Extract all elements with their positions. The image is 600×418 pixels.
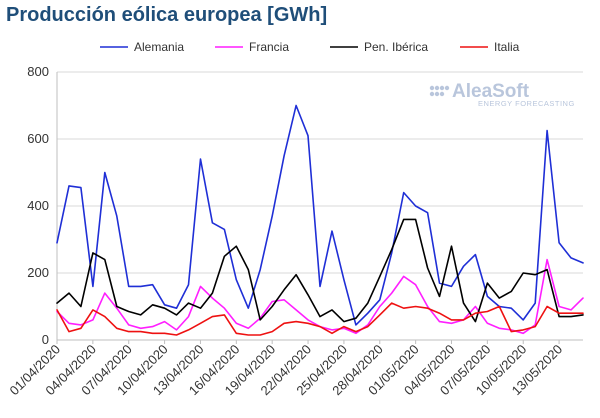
legend-label: Francia bbox=[249, 40, 289, 54]
logo-tagline: ENERGY FORECASTING bbox=[478, 99, 575, 108]
series-line-4 bbox=[56, 302, 584, 336]
y-tick-label: 400 bbox=[27, 198, 49, 213]
y-tick-label: 600 bbox=[27, 131, 49, 146]
logo-dot bbox=[429, 85, 435, 91]
series-line-1 bbox=[56, 104, 584, 326]
logo-dot bbox=[434, 91, 440, 97]
logo-dot bbox=[429, 91, 435, 97]
y-tick-label: 0 bbox=[42, 332, 49, 347]
y-tick-label: 200 bbox=[27, 265, 49, 280]
logo-dot bbox=[434, 85, 440, 91]
legend-label: Pen. Ibérica bbox=[364, 40, 428, 54]
logo-dot bbox=[444, 85, 450, 91]
y-tick-label: 800 bbox=[27, 64, 49, 79]
logo-brand: AleaSoft bbox=[452, 81, 530, 102]
legend-label: Alemania bbox=[134, 40, 184, 54]
logo-dot bbox=[439, 91, 445, 97]
legend-label: Italia bbox=[494, 40, 520, 54]
chart-title: Producción eólica europea [GWh] bbox=[6, 4, 328, 26]
series-line-2 bbox=[56, 258, 584, 335]
series-line-3 bbox=[56, 218, 584, 323]
logo-dot bbox=[439, 85, 445, 91]
